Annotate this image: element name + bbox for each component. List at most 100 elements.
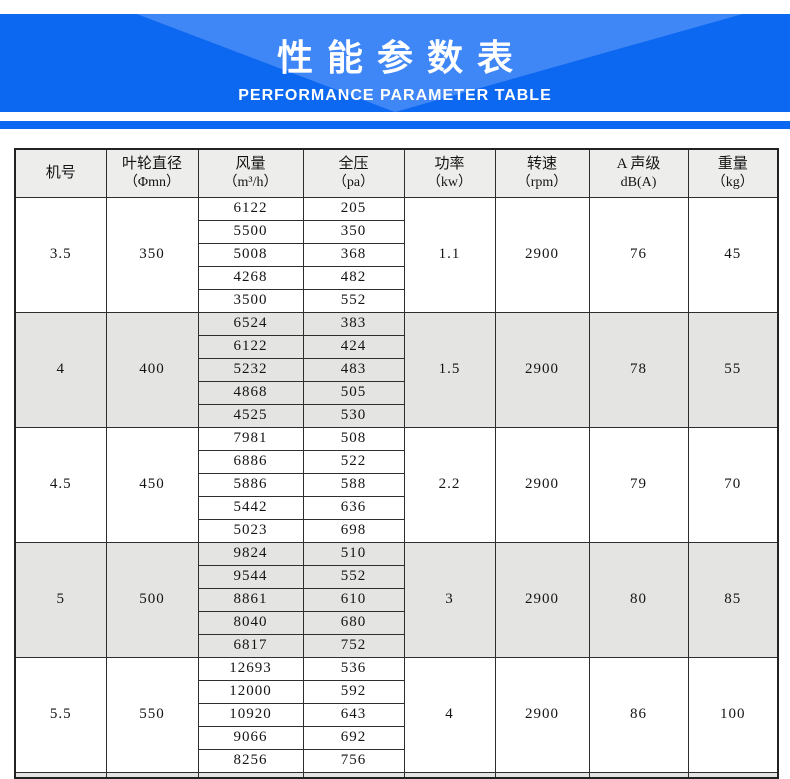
pressure-cell: 636	[302, 495, 405, 520]
table-row-model-5-3: 8040 680	[15, 610, 778, 635]
airflow-cell: 8861	[197, 587, 304, 612]
pressure-cell: 483	[302, 357, 405, 382]
performance-parameter-table: 机号 叶轮直径 （Φmn） 风量 （m³/h） 全压 （pa） 功率 （kw） 转速 （rpm） A …	[14, 148, 779, 779]
column-unit: （rpm）	[516, 174, 568, 190]
table-row-model-3.5-2: 5008 368	[15, 242, 778, 267]
power-cell: 4	[403, 656, 496, 773]
cutoff-row	[14, 771, 779, 779]
pressure-cell: 522	[302, 449, 405, 474]
column-label: A 声级	[616, 155, 661, 172]
diameter-cell: 450	[105, 426, 199, 543]
column-header-0: 机号	[14, 148, 107, 198]
table-row-model-5.5-1: 12000 592	[15, 679, 778, 704]
airflow-cell: 3500	[197, 288, 304, 313]
weight-cell: 100	[687, 656, 779, 773]
model-cell: 4.5	[14, 426, 107, 543]
airflow-cell: 4525	[197, 403, 304, 428]
airflow-cell: 5442	[197, 495, 304, 520]
page-title: 性能参数表	[276, 37, 527, 78]
column-label: 全压	[338, 155, 369, 172]
weight-cell: 85	[687, 541, 779, 658]
table-row-model-5-4: 6817 752	[15, 633, 778, 658]
cutoff-cell	[494, 771, 590, 779]
airflow-cell: 5232	[197, 357, 304, 382]
power-cell: 3	[403, 541, 496, 658]
column-header-5: 转速 （rpm）	[494, 148, 590, 198]
model-cell: 4	[14, 311, 107, 428]
column-header-4: 功率 （kw）	[403, 148, 496, 198]
diameter-cell: 500	[105, 541, 199, 658]
table-row-model-3.5-4: 3500 552	[15, 288, 778, 313]
table-row-model-4-4: 4525 530	[15, 403, 778, 428]
pressure-cell: 482	[302, 265, 405, 290]
cutoff-cell	[14, 771, 107, 779]
table-row-model-4-2: 5232 483	[15, 357, 778, 382]
power-cell: 2.2	[403, 426, 496, 543]
table-row-model-4-3: 4868 505	[15, 380, 778, 405]
pressure-cell: 752	[302, 633, 405, 658]
cutoff-cell	[302, 771, 405, 779]
banner-underline-strip	[0, 121, 790, 129]
pressure-cell: 383	[302, 311, 405, 336]
noise-cell: 76	[588, 196, 689, 313]
column-header-3: 全压 （pa）	[302, 148, 405, 198]
noise-cell: 86	[588, 656, 689, 773]
table-row-model-5-1: 9544 552	[15, 564, 778, 589]
column-header-6: A 声级 dB(A)	[588, 148, 689, 198]
table-row-model-5.5-0: 5.5 550 12693 536 4 2900 86 100	[14, 656, 779, 773]
cutoff-cell	[197, 771, 304, 779]
pressure-cell: 692	[302, 725, 405, 750]
table-row-model-5.5-2: 10920 643	[15, 702, 778, 727]
cutoff-cell	[687, 771, 779, 779]
pressure-cell: 530	[302, 403, 405, 428]
airflow-cell: 9066	[197, 725, 304, 750]
column-unit: （m³/h）	[223, 174, 278, 190]
airflow-cell: 5886	[197, 472, 304, 497]
pressure-cell: 205	[302, 196, 405, 221]
airflow-cell: 4868	[197, 380, 304, 405]
column-unit: （pa）	[332, 174, 375, 190]
table-row-model-5-0: 5 500 9824 510 3 2900 80 85	[14, 541, 779, 658]
model-cell: 3.5	[14, 196, 107, 313]
page-subtitle: PERFORMANCE PARAMETER TABLE	[238, 86, 552, 104]
airflow-cell: 8040	[197, 610, 304, 635]
speed-cell: 2900	[494, 311, 590, 428]
power-cell: 1.5	[403, 311, 496, 428]
column-label: 机号	[45, 165, 76, 182]
column-label: 功率	[434, 155, 465, 172]
column-unit: （Φmn）	[123, 174, 181, 190]
diameter-cell: 350	[105, 196, 199, 313]
speed-cell: 2900	[494, 196, 590, 313]
pressure-cell: 350	[302, 219, 405, 244]
column-unit: dB(A)	[620, 174, 657, 190]
airflow-cell: 6886	[197, 449, 304, 474]
power-cell: 1.1	[403, 196, 496, 313]
weight-cell: 70	[687, 426, 779, 543]
model-cell: 5.5	[14, 656, 107, 773]
cutoff-cell	[403, 771, 496, 779]
pressure-cell: 536	[302, 656, 405, 681]
table-row-model-5.5-3: 9066 692	[15, 725, 778, 750]
pressure-cell: 588	[302, 472, 405, 497]
table-row-model-3.5-0: 3.5 350 6122 205 1.1 2900 76 45	[14, 196, 779, 313]
pressure-cell: 643	[302, 702, 405, 727]
column-label: 叶轮直径	[121, 155, 182, 172]
pressure-cell: 610	[302, 587, 405, 612]
column-header-7: 重量 （kg）	[687, 148, 779, 198]
diameter-cell: 550	[105, 656, 199, 773]
airflow-cell: 6817	[197, 633, 304, 658]
airflow-cell: 8256	[197, 748, 304, 773]
column-unit: （kw）	[426, 174, 473, 190]
airflow-cell: 6122	[197, 196, 304, 221]
speed-cell: 2900	[494, 656, 590, 773]
diameter-cell: 400	[105, 311, 199, 428]
table-row-model-4.5-0: 4.5 450 7981 508 2.2 2900 79 70	[14, 426, 779, 543]
pressure-cell: 552	[302, 288, 405, 313]
table-row-model-4.5-3: 5442 636	[15, 495, 778, 520]
airflow-cell: 5008	[197, 242, 304, 267]
column-unit: （kg）	[711, 174, 754, 190]
column-label: 重量	[717, 155, 748, 172]
column-label: 风量	[235, 155, 266, 172]
weight-cell: 45	[687, 196, 779, 313]
airflow-cell: 5500	[197, 219, 304, 244]
